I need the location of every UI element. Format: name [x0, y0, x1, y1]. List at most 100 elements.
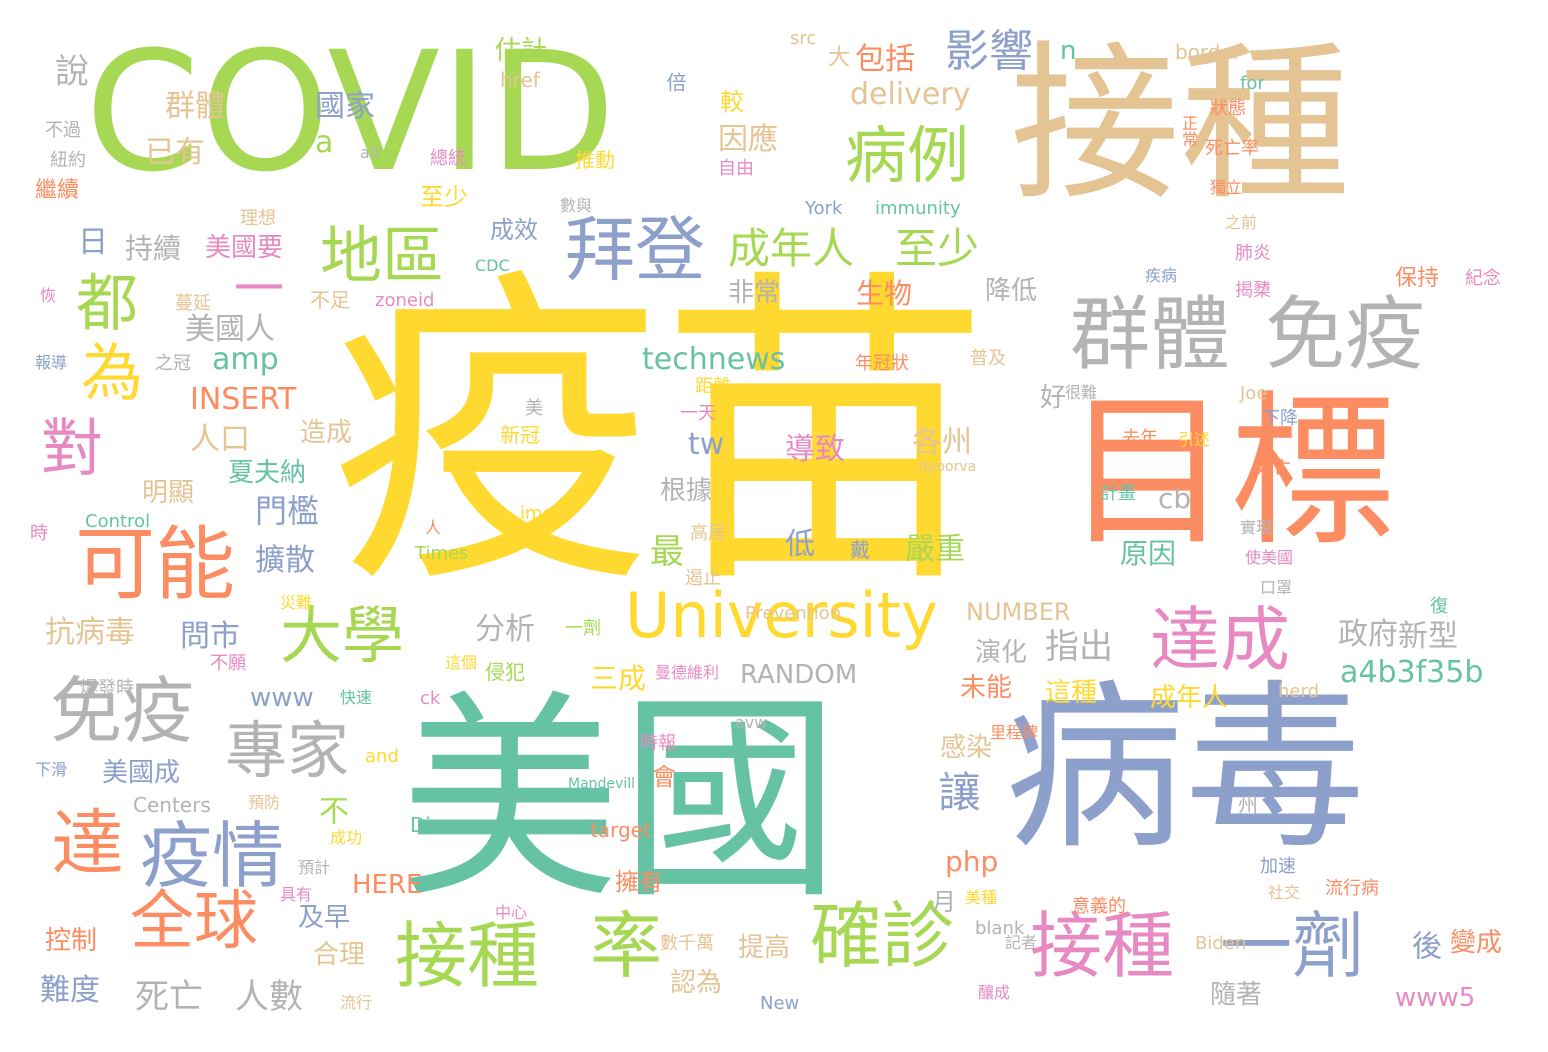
word-80: 降低: [985, 276, 1038, 306]
word-44: 大: [824, 45, 849, 67]
word-167: 預防: [248, 793, 281, 812]
word-51: 狀態: [1210, 98, 1246, 119]
word-and-161: and: [365, 746, 399, 767]
word-7: 免疫: [1265, 288, 1425, 381]
word-198: 認為: [670, 968, 723, 998]
word-109: 計畫: [1100, 483, 1136, 504]
word-120: 嚴重: [905, 532, 965, 567]
word-78: 生物: [856, 277, 913, 310]
word-182: 月: [932, 888, 956, 916]
word-152: 這種: [1045, 678, 1098, 708]
word-125: 使美國: [1245, 548, 1294, 567]
word-here-175: HERE: [352, 870, 423, 900]
word-www-148: www: [250, 683, 314, 713]
word-79: 非常: [728, 278, 781, 308]
word-53: 因應: [718, 122, 778, 157]
word-26: 都: [65, 270, 138, 332]
word-www5-203: www5: [1395, 983, 1476, 1013]
word-172: 成功: [330, 828, 363, 847]
word-mandevill-168: Mandevill: [568, 776, 635, 792]
word-centers-166: Centers: [133, 793, 211, 817]
word-control-113: Control: [85, 511, 151, 532]
word-201: 釀成: [978, 983, 1011, 1002]
word-164: 讓: [932, 770, 981, 812]
word-199: 流行: [340, 993, 373, 1012]
word-55: 推動: [575, 148, 615, 172]
word-195: 難度: [40, 973, 100, 1008]
word-169: 州: [1238, 793, 1258, 817]
word-92: 距離: [695, 376, 731, 397]
word-123: 遏止: [685, 568, 721, 589]
word-183: 美種: [965, 888, 998, 907]
word-187: 合理: [313, 940, 366, 970]
word-20: 達成: [1150, 599, 1290, 681]
word-97: 下降: [1262, 408, 1298, 429]
word-33: 人口: [190, 422, 250, 457]
word-194: 變成: [1450, 928, 1503, 958]
word-40: 群體: [165, 89, 225, 124]
word-137: 一劑: [565, 618, 601, 639]
word-n-46: n: [1060, 36, 1077, 66]
word-target-171: target: [590, 818, 651, 842]
word-127: 最: [650, 532, 684, 572]
word-193: 後: [1406, 930, 1441, 960]
word-cdc-75: CDC: [475, 256, 510, 275]
word-69: 理想: [240, 208, 276, 229]
word-191: 記者: [1005, 933, 1038, 952]
word-0: 疫苗: [330, 243, 990, 627]
word-src-47: src: [790, 28, 817, 49]
word-random-141: RANDOM: [740, 660, 858, 690]
word-184: 意義的: [1072, 896, 1126, 917]
word-38: 國家: [315, 89, 375, 124]
word-immunity-67: immunity: [875, 198, 961, 219]
word-apoorva-108: Apoorva: [918, 459, 977, 475]
word-62: 死亡率: [1205, 138, 1259, 159]
word-142: 演化: [975, 638, 1028, 668]
word-112: 門檻: [255, 492, 320, 530]
word-18: 率: [590, 904, 663, 988]
word-100: 夏夫納: [228, 458, 307, 488]
word-144: 政府: [1338, 617, 1398, 652]
word-155: 快速: [340, 688, 373, 707]
word-12: 病例: [845, 119, 970, 192]
word-30: 影響: [945, 26, 1033, 77]
word-93: 一天: [680, 403, 716, 424]
word-54: 自由: [718, 158, 754, 179]
word-17: 確診: [810, 894, 955, 978]
word-165: 不: [313, 795, 348, 825]
word-94: 美: [525, 398, 543, 419]
word-158: 里程碑: [990, 723, 1039, 742]
word-115: 時: [30, 523, 48, 544]
word-img-114: img: [520, 503, 554, 524]
word-186: 控制: [45, 926, 98, 956]
word-15: 接種: [1030, 904, 1175, 988]
word-9: 可能: [75, 518, 235, 611]
word-22: 大學: [280, 599, 405, 672]
word-13: 免疫: [50, 669, 195, 753]
word-disease-170: Disease: [410, 813, 489, 837]
word-151: 未能: [960, 673, 1013, 703]
word-52: 較: [720, 88, 744, 116]
word-56: 紐約: [50, 150, 86, 171]
word-82: 紀念: [1465, 268, 1501, 289]
word-87: 報導: [35, 353, 68, 372]
word-174: 預計: [298, 858, 331, 877]
word-145: 新型: [1398, 619, 1458, 654]
word-for-50: for: [1240, 73, 1265, 94]
word-href-49: href: [500, 68, 540, 92]
word-60: 總統: [430, 148, 466, 169]
word-129: 災難: [280, 593, 313, 612]
word-a4b3f35b-146: a4b3f35b: [1340, 655, 1484, 690]
word-herd-154: herd: [1278, 681, 1319, 702]
word-prevention-130: Prevention: [745, 603, 842, 624]
word-121: 原因: [1120, 537, 1177, 570]
word-58: 繼續: [35, 178, 80, 203]
word-98: 好: [1040, 383, 1067, 413]
word-136: 不願: [210, 653, 246, 674]
word-41: 已有: [145, 135, 205, 170]
word-5: 目標: [1065, 376, 1395, 568]
word-alt-59: alt: [360, 143, 381, 162]
word-a-39: a: [315, 125, 334, 160]
word-135: 問市: [180, 619, 240, 654]
